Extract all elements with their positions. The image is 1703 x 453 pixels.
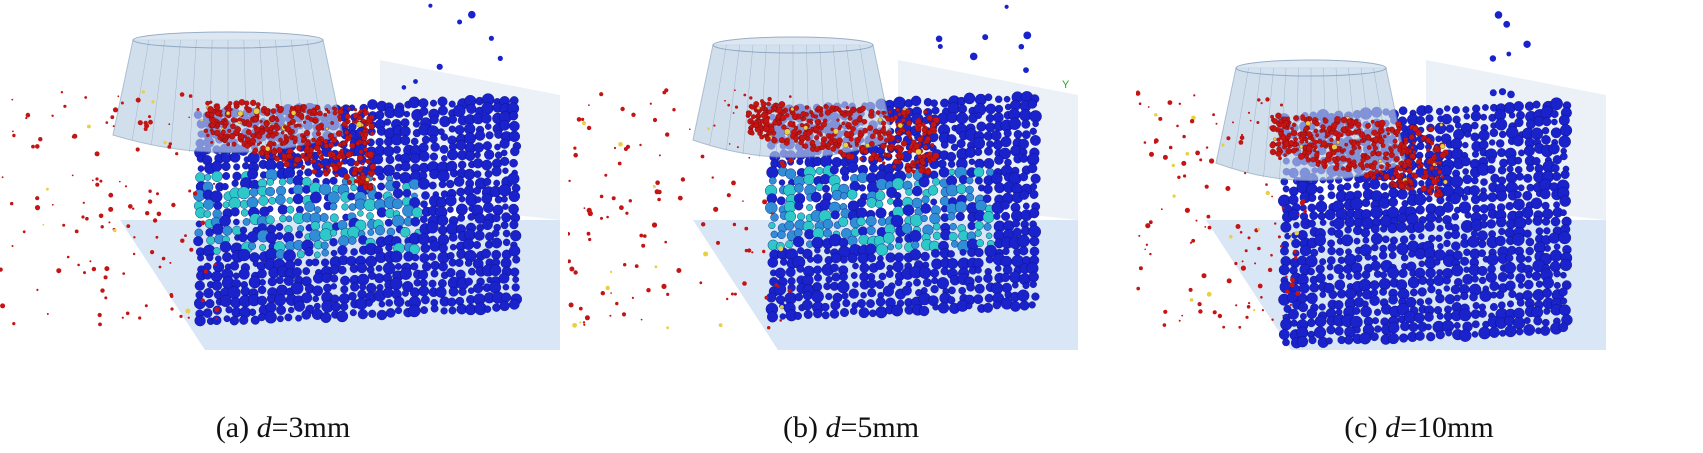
panel-c: [1136, 0, 1702, 385]
cutting-tool-cone: [692, 36, 894, 160]
scene-a: [0, 3, 560, 350]
caption-b-prefix: (b): [782, 411, 826, 444]
panel-a: [0, 0, 566, 385]
caption-c: (c) d=10mm: [1136, 410, 1702, 446]
chip-particles: [203, 99, 377, 192]
caption-a: (a) d=3mm: [0, 410, 566, 446]
axis-label-y: Y: [1062, 79, 1070, 91]
scene-c: [1136, 11, 1606, 350]
caption-b-value: =5mm: [840, 411, 920, 444]
caption-a-value: =3mm: [271, 411, 351, 444]
simulation-view-c: [1136, 11, 1606, 350]
chip-particles: [745, 101, 940, 175]
caption-b: (b) d=5mm: [568, 410, 1134, 446]
chip-particles: [1269, 112, 1449, 198]
simulation-view-a: [0, 3, 560, 350]
scene-b: [568, 4, 1078, 350]
caption-c-variable: d: [1385, 411, 1401, 444]
caption-c-value: =10mm: [1400, 411, 1494, 444]
caption-a-variable: d: [256, 411, 272, 444]
caption-b-variable: d: [825, 411, 841, 444]
debris-particles: [1136, 11, 1531, 329]
debris-particles: [568, 4, 1032, 330]
simulation-view-b: Y: [568, 4, 1078, 350]
panel-b: Y: [568, 0, 1134, 385]
caption-a-prefix: (a): [215, 411, 257, 444]
debris-particles: [0, 3, 503, 327]
caption-c-prefix: (c): [1344, 411, 1386, 444]
